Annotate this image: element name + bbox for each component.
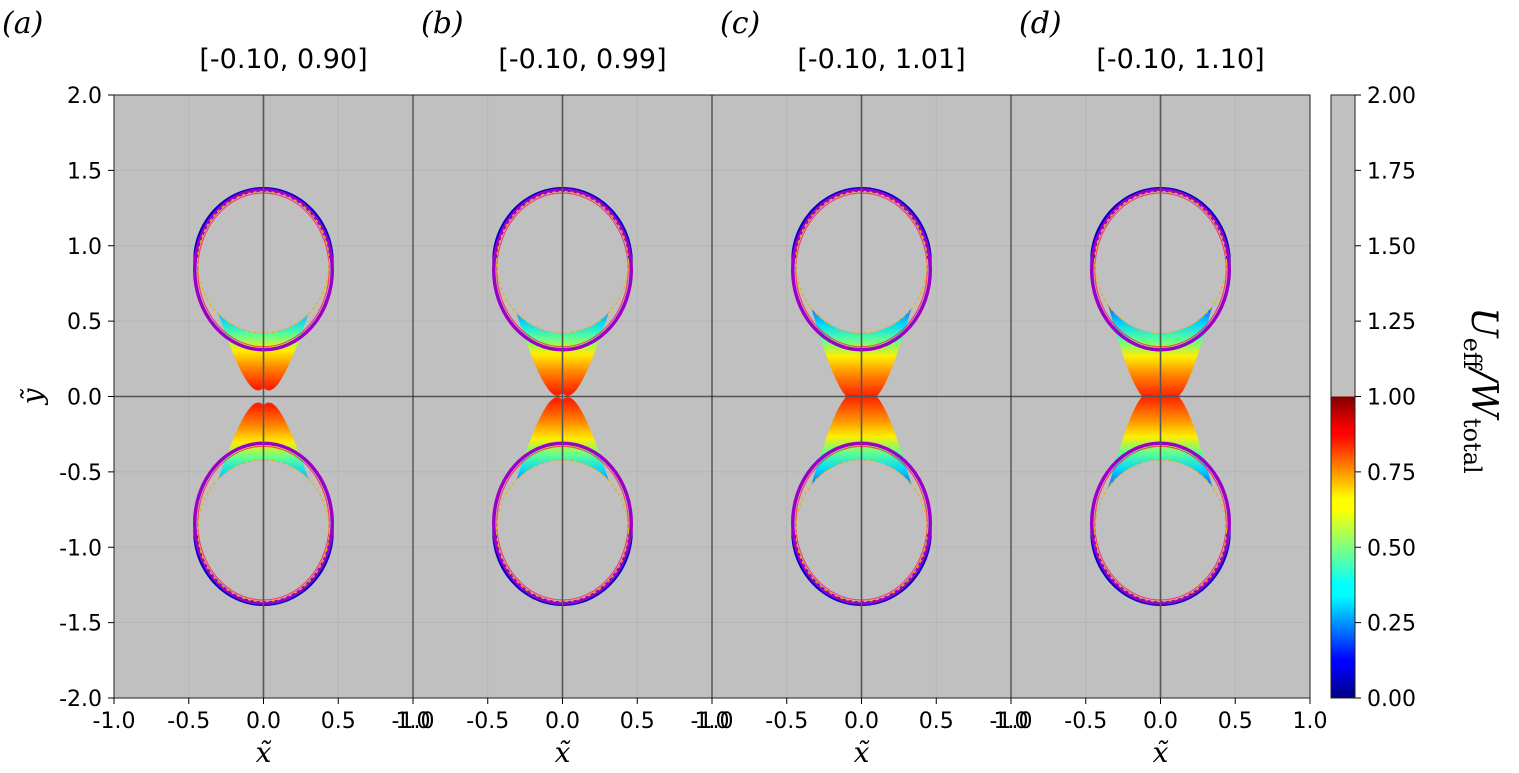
panel-b: -1.0 -0.5 0.0 0.5 1.0 x̃ [-0.10, 0.99] (b) (392, 6, 730, 769)
y-tick-label: -1.5 (59, 612, 102, 637)
colorbar-label-sub1: eff (1458, 338, 1486, 371)
x-axis-label: x̃ (1153, 736, 1169, 769)
colorbar-tick-label: 1.25 (1367, 310, 1416, 335)
y-tick-label: 2.0 (67, 84, 102, 109)
x-axis: -1.0 -0.5 0.0 0.5 1.0 (392, 698, 730, 734)
panels: -1.0 -0.5 0.0 0.5 1.0x̃[-0.10, 0.90](a)-1.0-… (2, 6, 1328, 769)
y-tick-label: -1.0 (59, 536, 102, 561)
x-tick-label: 0.0 (545, 709, 580, 734)
x-tick-label: -0.5 (167, 709, 210, 734)
x-tick-label: -1.0 (392, 709, 435, 734)
panel-title: [-0.10, 0.99] (498, 44, 666, 75)
x-tick-label: -1.0 (691, 709, 734, 734)
x-tick-label: 0.5 (919, 709, 954, 734)
y-axis-label: ỹ (16, 387, 49, 406)
x-tick-label: 0.5 (620, 709, 655, 734)
hole-boundary (197, 459, 330, 603)
x-tick-label: 1.0 (1293, 709, 1328, 734)
y-tick-label: 1.5 (67, 159, 102, 184)
hole-boundary (496, 459, 629, 603)
colorbar-tick-label: 0.00 (1367, 687, 1416, 712)
panel-title: [-0.10, 0.90] (199, 44, 367, 75)
panel-letter: (d) (1019, 6, 1062, 41)
x-axis-label: x̃ (256, 736, 272, 769)
colorbar-tick-label: 1.50 (1367, 235, 1416, 260)
x-tick-label: 0.0 (246, 709, 281, 734)
y-tick-label: -2.0 (59, 687, 102, 712)
x-axis: -1.0 -0.5 0.0 0.5 1.0 (93, 698, 431, 734)
x-tick-label: -0.5 (765, 709, 808, 734)
x-tick-label: -1.0 (990, 709, 1033, 734)
colorbar-tick-label: 1.75 (1367, 159, 1416, 184)
panel-title: [-0.10, 1.10] (1096, 44, 1264, 75)
panel-a: -1.0 -0.5 0.0 0.5 1.0 x̃ [-0.10, 0.90] (a) (2, 6, 431, 769)
colorbar-tick-label: 1.00 (1367, 386, 1416, 411)
y-tick-label: -0.5 (59, 461, 102, 486)
colorbar-tick-label: 0.75 (1367, 461, 1416, 486)
x-axis: -1.0 -0.5 0.0 0.5 1.0 (990, 698, 1328, 734)
y-tick-label: 0.0 (67, 386, 102, 411)
hole-boundary (1094, 459, 1227, 603)
y-tick-label: 1.0 (67, 235, 102, 260)
x-tick-label: 1.0 (695, 709, 730, 734)
hole-boundary (197, 190, 330, 334)
x-axis-label: x̃ (854, 736, 870, 769)
colorbar-jet (1331, 396, 1355, 698)
panel-letter: (c) (720, 6, 760, 41)
x-tick-label: -0.5 (466, 709, 509, 734)
hole-boundary (795, 459, 928, 603)
colorbar-tick-label: 2.00 (1367, 84, 1416, 109)
y-axis: -2.0 -1.5 -1.0 -0.5 0.0 0.5 1.0 1.5 2.0 ỹ (16, 84, 114, 712)
x-tick-label: 0.5 (321, 709, 356, 734)
x-tick-label: 1.0 (396, 709, 431, 734)
hole-boundary (496, 190, 629, 334)
hole-boundary (1094, 190, 1227, 334)
panel-c: -1.0 -0.5 0.0 0.5 1.0 x̃ [-0.10, 1.01] (c) (691, 6, 1029, 769)
colorbar-label-sep: /W (1463, 366, 1504, 421)
colorbar-tick-label: 0.25 (1367, 612, 1416, 637)
hole-boundary (795, 190, 928, 334)
panel-d: -1.0 -0.5 0.0 0.5 1.0 x̃ [-0.10, 1.10] (d) (990, 6, 1328, 769)
y-tick-label: 0.5 (67, 310, 102, 335)
x-tick-label: 1.0 (994, 709, 1029, 734)
panel-letter: (b) (421, 6, 464, 41)
x-tick-label: -0.5 (1064, 709, 1107, 734)
x-tick-label: 0.0 (844, 709, 879, 734)
panel-letter: (a) (2, 6, 43, 41)
x-axis-label: x̃ (555, 736, 571, 769)
colorbar: 0.00 0.25 0.50 0.75 1.00 1.25 1.50 1.75 2.00 Ueff… (1330, 84, 1504, 712)
colorbar-label-main: U (1463, 307, 1504, 339)
x-tick-label: -1.0 (93, 709, 136, 734)
colorbar-label: Ueff/Wtotal (1458, 307, 1504, 473)
x-tick-label: 0.0 (1143, 709, 1178, 734)
colorbar-saturated (1331, 95, 1355, 397)
x-axis: -1.0 -0.5 0.0 0.5 1.0 (691, 698, 1029, 734)
colorbar-label-sub2: total (1458, 418, 1486, 474)
panel-title: [-0.10, 1.01] (797, 44, 965, 75)
x-tick-label: 0.5 (1218, 709, 1253, 734)
colorbar-tick-label: 0.50 (1367, 536, 1416, 561)
